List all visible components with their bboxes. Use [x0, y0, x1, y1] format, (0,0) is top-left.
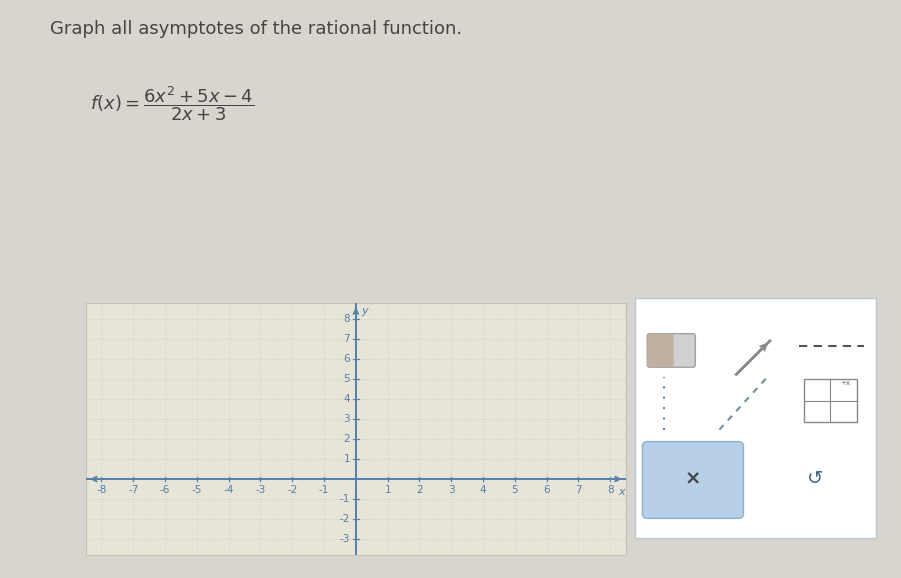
- Text: ↺: ↺: [807, 469, 824, 488]
- FancyBboxPatch shape: [647, 334, 696, 367]
- Text: 3: 3: [343, 414, 350, 424]
- Text: 6: 6: [543, 486, 550, 495]
- Text: 6: 6: [343, 354, 350, 364]
- Text: 3: 3: [448, 486, 455, 495]
- Text: -7: -7: [128, 486, 139, 495]
- Text: 8: 8: [343, 314, 350, 324]
- Text: 5: 5: [512, 486, 518, 495]
- Text: -2: -2: [287, 486, 297, 495]
- Text: -3: -3: [255, 486, 266, 495]
- Text: y: y: [361, 306, 369, 316]
- Text: -4: -4: [223, 486, 234, 495]
- Text: ×: ×: [685, 469, 701, 488]
- Text: 4: 4: [479, 486, 487, 495]
- Text: Graph all asymptotes of the rational function.: Graph all asymptotes of the rational fun…: [50, 20, 461, 38]
- Text: x: x: [618, 487, 624, 497]
- Text: -8: -8: [96, 486, 106, 495]
- Text: 2: 2: [416, 486, 423, 495]
- Text: -1: -1: [319, 486, 329, 495]
- Text: 4: 4: [343, 394, 350, 404]
- Text: -1: -1: [340, 494, 350, 504]
- Text: -5: -5: [192, 486, 202, 495]
- Text: 2: 2: [343, 434, 350, 444]
- Bar: [804, 379, 857, 423]
- Text: 1: 1: [343, 454, 350, 464]
- Text: 5: 5: [343, 375, 350, 384]
- FancyBboxPatch shape: [647, 334, 674, 367]
- Text: 1: 1: [385, 486, 391, 495]
- Text: 7: 7: [343, 334, 350, 344]
- FancyBboxPatch shape: [642, 442, 743, 518]
- Text: 7: 7: [575, 486, 582, 495]
- Text: -6: -6: [159, 486, 170, 495]
- Text: +x: +x: [841, 380, 851, 387]
- Text: 8: 8: [607, 486, 614, 495]
- Text: -3: -3: [340, 534, 350, 544]
- Text: -2: -2: [340, 514, 350, 524]
- Text: $f(x)=\dfrac{6x^2+5x-4}{2x+3}$: $f(x)=\dfrac{6x^2+5x-4}{2x+3}$: [90, 84, 254, 123]
